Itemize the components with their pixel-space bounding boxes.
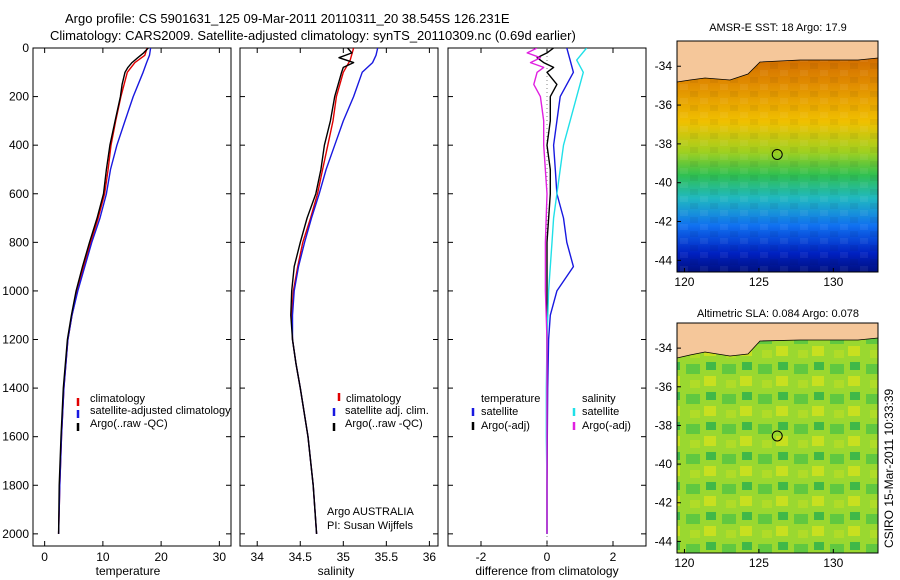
salinity-legend: climatology satellite adj. clim. Argo(..… — [332, 393, 429, 431]
temperature-ytick-label: 1800 — [2, 478, 29, 492]
sst-float-marker — [771, 148, 783, 160]
temperature-panel: 0 10 20 30 0 200 400 600 800 1000 1200 1400 1600 1800… — [2, 41, 232, 578]
difference-legend: temperature satellite Argo(-adj) salinit… — [471, 393, 631, 432]
sla-field — [677, 323, 878, 553]
difference-xtick-label: -2 — [476, 550, 487, 564]
sst-texture — [677, 41, 878, 272]
sst-map-panel: AMSR-E SST: 18 Argo: 17.9 120 125 130 -34 -3… — [655, 22, 879, 289]
sst-ytick-label: -44 — [655, 253, 673, 267]
sst-ytick-label: -34 — [655, 59, 673, 73]
sst-ytick-label: -38 — [655, 137, 673, 151]
sst-map-frame — [676, 40, 879, 273]
sst-ytick-label: -36 — [655, 98, 673, 112]
salinity-panel: 34 34.5 35 35.5 36 salinity climatology sate… — [239, 47, 439, 578]
sst-xtick-label: 120 — [674, 275, 694, 289]
temperature-ytick-label: 1200 — [2, 333, 29, 347]
temperature-ytick-label: 400 — [9, 138, 29, 152]
temperature-ytick-label: 200 — [9, 90, 29, 104]
temperature-xlabel: temperature — [96, 564, 161, 578]
sla-xtick-label: 125 — [749, 556, 769, 570]
sst-map-title: AMSR-E SST: 18 Argo: 17.9 — [709, 22, 847, 34]
temperature-plot-frame — [32, 47, 232, 547]
difference-series-3-line — [526, 48, 548, 534]
sla-map-panel: Altimetric SLA: 0.084 Argo: 0.078 120 125… — [655, 308, 879, 570]
temperature-ytick-label: 2000 — [2, 527, 29, 541]
temperature-ytick-label: 1600 — [2, 430, 29, 444]
difference-xlabel: difference from climatology — [475, 564, 618, 578]
temperature-xtick-label: 0 — [41, 550, 48, 564]
salinity-series-2-line — [290, 48, 355, 534]
temperature-legend-item-0: climatology — [90, 393, 146, 405]
temperature-legend-item-2: Argo(..raw -QC) — [90, 418, 168, 430]
sla-ytick-label: -40 — [655, 457, 673, 471]
sla-ytick-label: -42 — [655, 496, 673, 510]
salinity-xtick-label: 36 — [423, 550, 437, 564]
temperature-xtick-label: 10 — [96, 550, 110, 564]
temperature-xtick-label: 20 — [154, 550, 168, 564]
sst-coastline — [676, 57, 879, 83]
temperature-ytick-label: 0 — [22, 41, 29, 55]
difference-legend-temp-argo: Argo(-adj) — [481, 420, 530, 432]
sla-float-marker — [771, 430, 783, 442]
salinity-xtick-label: 34 — [251, 550, 265, 564]
salinity-annotation-1: PI: Susan Wijffels — [327, 520, 413, 532]
difference-xtick-label: 0 — [544, 550, 551, 564]
timestamp-stamp: CSIRO 15-Mar-2011 10:33:39 — [882, 388, 896, 548]
figure-title-line-1: Argo profile: CS 5901631_125 09-Mar-2011… — [65, 11, 510, 26]
difference-legend-sal-satellite: satellite — [582, 406, 619, 418]
salinity-legend-item-0: climatology — [346, 393, 402, 405]
salinity-annotation-0: Argo AUSTRALIA — [327, 506, 414, 518]
salinity-legend-item-1: satellite adj. clim. — [345, 405, 429, 417]
sla-map-title: Altimetric SLA: 0.084 Argo: 0.078 — [697, 308, 859, 320]
difference-legend-heading-temperature: temperature — [481, 393, 540, 405]
salinity-xlabel: salinity — [318, 564, 355, 578]
sla-ytick-label: -36 — [655, 380, 673, 394]
temperature-ytick-label: 600 — [9, 187, 29, 201]
temperature-legend: climatology satellite-adjusted climatolo… — [76, 393, 231, 431]
salinity-xtick-label: 34.5 — [289, 550, 313, 564]
sla-ytick-label: -34 — [655, 341, 673, 355]
temperature-series-2-line — [57, 48, 149, 534]
sla-map-frame — [676, 322, 879, 554]
figure-title-line-2: Climatology: CARS2009. Satellite-adjuste… — [50, 28, 576, 43]
difference-panel: -2 0 2 difference from climatology tempera… — [447, 47, 647, 578]
temperature-ytick-label: 1000 — [2, 284, 29, 298]
sla-xtick-label: 130 — [823, 556, 843, 570]
sla-coastline — [676, 337, 879, 359]
sst-ytick-label: -40 — [655, 176, 673, 190]
sla-ytick-label: -44 — [655, 534, 673, 548]
salinity-legend-item-2: Argo(..raw -QC) — [345, 418, 423, 430]
temperature-xtick-label: 30 — [213, 550, 227, 564]
sst-land — [677, 41, 878, 82]
sla-xtick-label: 120 — [674, 556, 694, 570]
temperature-legend-item-1: satellite-adjusted climatology — [90, 405, 231, 417]
temperature-ytick-label: 800 — [9, 235, 29, 249]
sst-xtick-label: 125 — [749, 275, 769, 289]
difference-legend-heading-salinity: salinity — [582, 393, 616, 405]
sst-xtick-label: 130 — [823, 275, 843, 289]
salinity-plot-frame — [239, 47, 439, 547]
sst-ytick-label: -42 — [655, 215, 673, 229]
salinity-xtick-label: 35 — [337, 550, 351, 564]
difference-legend-temp-satellite: satellite — [481, 406, 518, 418]
sla-ytick-label: -38 — [655, 418, 673, 432]
difference-legend-sal-argo: Argo(-adj) — [582, 420, 631, 432]
salinity-xtick-label: 35.5 — [375, 550, 399, 564]
difference-xtick-label: 2 — [610, 550, 617, 564]
temperature-ytick-label: 1400 — [2, 381, 29, 395]
